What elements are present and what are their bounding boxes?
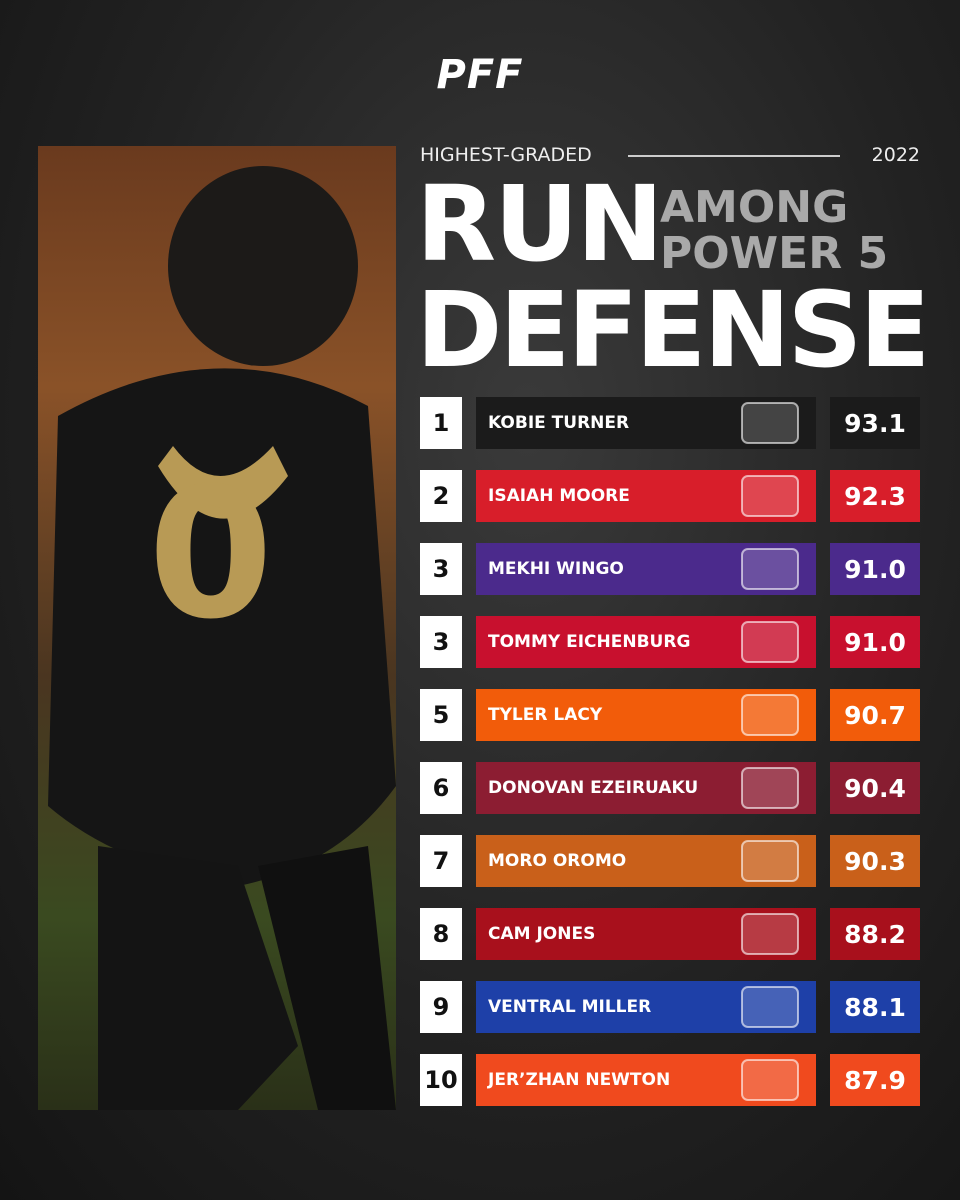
- team-logo: [741, 475, 799, 517]
- player-bar: CAM JONES: [476, 908, 816, 960]
- player-bar: MORO OROMO: [476, 835, 816, 887]
- rank: 7: [420, 835, 462, 887]
- rank: 5: [420, 689, 462, 741]
- grade: 90.4: [830, 762, 920, 814]
- kicker: HIGHEST-GRADED: [420, 144, 592, 166]
- player-bar: DONOVAN EZEIRUAKU: [476, 762, 816, 814]
- rank: 6: [420, 762, 462, 814]
- grade: 91.0: [830, 543, 920, 595]
- player-name: VENTRAL MILLER: [488, 997, 652, 1017]
- team-logo: [741, 1059, 799, 1101]
- player-name: JER’ZHAN NEWTON: [488, 1070, 671, 1090]
- divider: [628, 155, 840, 157]
- grade: 87.9: [830, 1054, 920, 1106]
- svg-text:0: 0: [148, 450, 273, 659]
- player-photo: 0: [38, 146, 396, 1110]
- player-bar: TOMMY EICHENBURG: [476, 616, 816, 668]
- rank: 8: [420, 908, 462, 960]
- player-name: TYLER LACY: [488, 705, 603, 725]
- player-name: KOBIE TURNER: [488, 413, 630, 433]
- team-logo: [741, 840, 799, 882]
- player-name: ISAIAH MOORE: [488, 486, 630, 506]
- player-bar: TYLER LACY: [476, 689, 816, 741]
- subtitle-line: AMONG: [660, 182, 849, 233]
- player-name: TOMMY EICHENBURG: [488, 632, 691, 652]
- grade: 90.7: [830, 689, 920, 741]
- player-name: MEKHI WINGO: [488, 559, 624, 579]
- player-name: DONOVAN EZEIRUAKU: [488, 778, 699, 798]
- grade: 92.3: [830, 470, 920, 522]
- rank: 2: [420, 470, 462, 522]
- player-bar: MEKHI WINGO: [476, 543, 816, 595]
- rank: 3: [420, 616, 462, 668]
- grade: 88.1: [830, 981, 920, 1033]
- player-bar: KOBIE TURNER: [476, 397, 816, 449]
- grade: 90.3: [830, 835, 920, 887]
- player-name: MORO OROMO: [488, 851, 627, 871]
- grade: 93.1: [830, 397, 920, 449]
- team-logo: [741, 913, 799, 955]
- rank: 3: [420, 543, 462, 595]
- player-name: CAM JONES: [488, 924, 596, 944]
- player-bar: VENTRAL MILLER: [476, 981, 816, 1033]
- pff-logo: PFF: [436, 52, 524, 98]
- team-logo: [741, 548, 799, 590]
- grade: 88.2: [830, 908, 920, 960]
- team-logo: [741, 621, 799, 663]
- team-logo: [741, 694, 799, 736]
- year: 2022: [871, 144, 920, 166]
- team-logo: [741, 402, 799, 444]
- team-logo: [741, 767, 799, 809]
- rank: 9: [420, 981, 462, 1033]
- player-bar: JER’ZHAN NEWTON: [476, 1054, 816, 1106]
- grade: 91.0: [830, 616, 920, 668]
- title-top: RUN: [416, 163, 664, 285]
- title-bottom: DEFENSE: [416, 269, 930, 391]
- rank: 1: [420, 397, 462, 449]
- player-bar: ISAIAH MOORE: [476, 470, 816, 522]
- team-logo: [741, 986, 799, 1028]
- player-illustration: 0: [48, 166, 396, 1110]
- rank: 10: [420, 1054, 462, 1106]
- subtitle-line: POWER 5: [660, 228, 889, 279]
